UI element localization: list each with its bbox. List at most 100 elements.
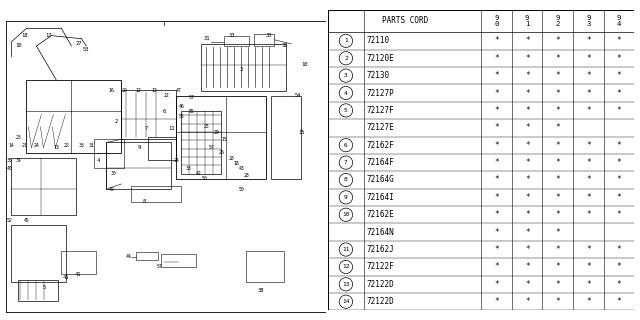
Text: *: * [586,106,591,115]
Text: *: * [494,106,499,115]
Text: *: * [525,210,529,219]
Text: 52: 52 [6,218,12,223]
Text: 54: 54 [295,93,301,98]
Text: *: * [556,123,560,132]
Text: 35: 35 [6,157,12,163]
Text: *: * [556,193,560,202]
Text: 26: 26 [218,150,224,155]
Bar [106,142,172,189]
Text: 2: 2 [344,56,348,61]
Text: 12: 12 [342,264,349,269]
Text: 4: 4 [97,157,100,163]
Text: 30: 30 [111,171,116,176]
Bar [255,34,275,46]
Text: 5: 5 [43,285,46,290]
Text: *: * [525,71,529,80]
Text: *: * [525,245,529,254]
Text: *: * [586,193,591,202]
Text: 33: 33 [265,33,271,38]
Text: 1: 1 [344,38,348,43]
Text: *: * [525,36,529,45]
Text: *: * [525,158,529,167]
Text: 72164F: 72164F [367,158,394,167]
Text: 22: 22 [164,93,169,98]
Text: *: * [616,54,621,63]
Text: *: * [616,262,621,271]
Text: *: * [586,71,591,80]
Bar [12,158,76,215]
Text: 57: 57 [189,95,195,100]
Text: 41: 41 [75,272,82,277]
Text: 15: 15 [221,137,227,142]
Text: *: * [494,71,499,80]
Bar [131,186,181,202]
Text: 72164G: 72164G [367,175,394,184]
Text: *: * [616,210,621,219]
Text: 72122D: 72122D [367,297,394,306]
Text: *: * [556,158,560,167]
Bar [271,96,301,179]
Text: *: * [616,89,621,98]
Text: *: * [616,297,621,306]
Text: 13: 13 [54,145,60,150]
Text: 9
0: 9 0 [494,15,499,27]
Text: *: * [586,262,591,271]
Text: 8: 8 [344,178,348,182]
Text: 33: 33 [186,166,191,171]
Text: 50: 50 [239,187,244,192]
Text: 24: 24 [173,157,179,163]
Text: 31: 31 [88,143,94,148]
Text: 72164N: 72164N [367,228,394,237]
Text: 40: 40 [6,166,12,171]
Text: *: * [616,71,621,80]
Text: 8: 8 [143,199,146,204]
Text: 72162J: 72162J [367,245,394,254]
Text: *: * [616,280,621,289]
Text: 42: 42 [196,171,201,176]
Text: *: * [494,158,499,167]
Bar [61,252,97,274]
Text: *: * [586,245,591,254]
Text: 24: 24 [33,143,39,148]
Text: 72162F: 72162F [367,141,394,150]
Text: *: * [616,36,621,45]
Text: *: * [556,297,560,306]
Text: *: * [556,210,560,219]
Text: *: * [586,280,591,289]
Text: 44: 44 [125,254,131,259]
Text: *: * [494,141,499,150]
Text: *: * [616,106,621,115]
Text: 28: 28 [228,156,234,161]
Text: 17: 17 [45,33,52,38]
Text: *: * [525,228,529,237]
Text: 5: 5 [344,108,348,113]
Bar [26,80,122,153]
Text: *: * [494,175,499,184]
Text: *: * [586,89,591,98]
Text: *: * [494,123,499,132]
Text: 72120E: 72120E [367,54,394,63]
Text: *: * [494,193,499,202]
Text: 43: 43 [239,166,244,171]
Bar [136,252,159,260]
Text: 28: 28 [244,173,249,178]
Text: *: * [525,262,529,271]
Text: 72110: 72110 [367,36,390,45]
Text: PARTS CORD: PARTS CORD [381,16,428,25]
Bar [122,90,177,139]
Text: 14: 14 [342,299,349,304]
Text: *: * [586,54,591,63]
Bar [225,36,250,46]
Text: 10: 10 [301,62,308,67]
Bar [177,96,266,179]
Text: *: * [494,228,499,237]
Text: *: * [556,106,560,115]
Text: *: * [525,141,529,150]
Text: 6: 6 [163,109,166,114]
Text: 72127P: 72127P [367,89,394,98]
Text: *: * [556,71,560,80]
Text: 34: 34 [15,157,21,163]
Text: 9
2: 9 2 [556,15,560,27]
Text: 13: 13 [342,282,349,287]
Text: 16: 16 [109,88,115,93]
